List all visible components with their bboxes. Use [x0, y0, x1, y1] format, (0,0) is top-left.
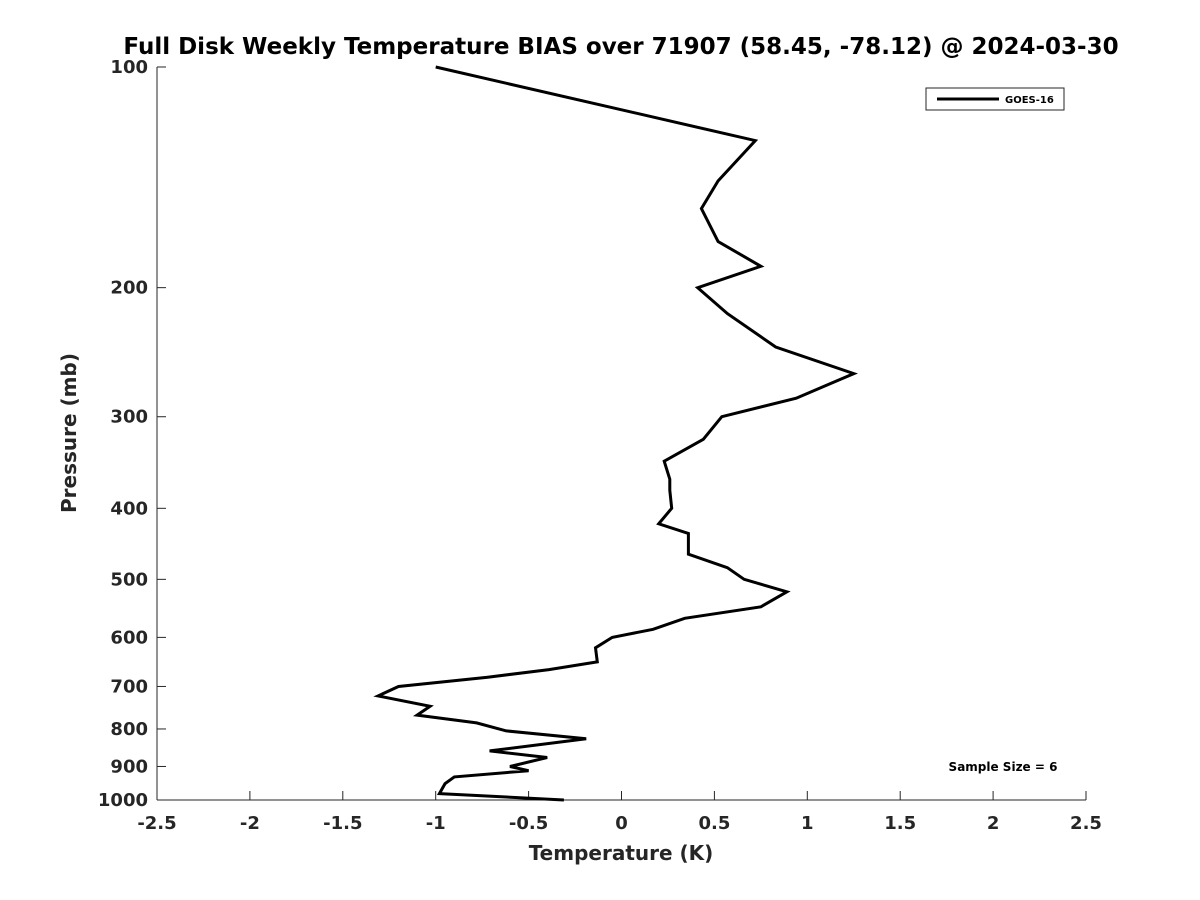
x-tick-label: -1 [426, 813, 446, 834]
x-tick-label: 2 [987, 813, 1000, 834]
y-tick-label: 700 [110, 676, 148, 697]
y-axis-label: Pressure (mb) [57, 353, 81, 513]
legend: GOES-16 [925, 87, 1065, 111]
x-tick-label: -2.5 [137, 813, 176, 834]
x-tick-label: 0 [615, 813, 628, 834]
y-tick-label: 500 [110, 569, 148, 590]
x-axis-label: Temperature (K) [529, 841, 714, 865]
y-tick-label: 600 [110, 627, 148, 648]
sample-size-annotation: Sample Size = 6 [949, 760, 1058, 774]
x-tick-label: -0.5 [509, 813, 548, 834]
y-axis-ticks: 100 200 300 400 500 600 700 800 900 1000 [98, 57, 166, 811]
y-tick-label: 100 [110, 57, 148, 78]
y-tick-label: 300 [110, 407, 148, 428]
x-tick-label: 1.5 [884, 813, 916, 834]
x-tick-label: -2 [240, 813, 260, 834]
x-tick-label: -1.5 [323, 813, 362, 834]
chart-title: Full Disk Weekly Temperature BIAS over 7… [123, 34, 1118, 60]
y-tick-label: 200 [110, 278, 148, 299]
series-line-goes-16 [373, 65, 858, 802]
y-tick-label: 1000 [98, 790, 148, 811]
y-tick-label: 800 [110, 719, 148, 740]
y-tick-label: 400 [110, 498, 148, 519]
x-tick-label: 1 [801, 813, 814, 834]
x-axis-ticks: -2.5 -2 -1.5 -1 -0.5 0 0.5 1 1.5 2 2.5 [137, 791, 1102, 834]
x-tick-label: 0.5 [698, 813, 730, 834]
x-tick-label: 2.5 [1070, 813, 1102, 834]
legend-label-goes-16: GOES-16 [1005, 95, 1054, 106]
y-tick-label: 900 [110, 756, 148, 777]
